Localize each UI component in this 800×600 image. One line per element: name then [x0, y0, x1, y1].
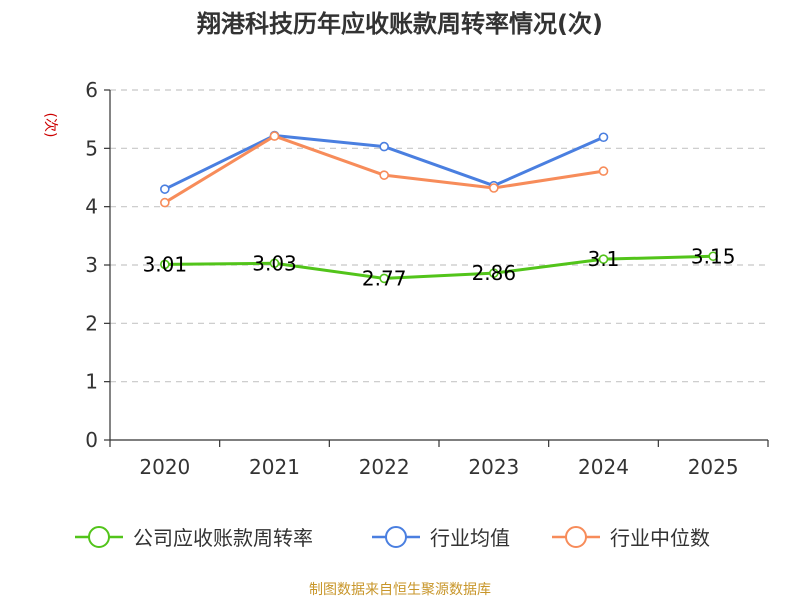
- x-tick-label: 2020: [139, 455, 190, 479]
- legend-marker: [565, 526, 587, 548]
- legend-item-1[interactable]: 行业均值: [372, 526, 510, 550]
- series-line: [164, 254, 714, 280]
- series-0: [160, 251, 718, 284]
- data-label: 3.01: [143, 252, 188, 276]
- data-labels: 3.01 3.03 2.77 2.86 3.1 3.15: [143, 244, 736, 290]
- series-1: [160, 130, 609, 194]
- x-tick-label: 2023: [468, 455, 519, 479]
- series: [160, 130, 718, 284]
- legend-marker: [88, 526, 110, 548]
- legend-item-2[interactable]: 行业中位数: [552, 526, 710, 550]
- y-tick-label: 5: [85, 136, 98, 160]
- data-label: 2.77: [362, 266, 407, 290]
- y-axis-label: (次): [42, 113, 58, 138]
- x-tick-label: 2022: [359, 455, 410, 479]
- x-tick-label: 2024: [578, 455, 629, 479]
- data-point: [489, 183, 499, 193]
- data-point: [379, 273, 389, 284]
- data-point: [708, 251, 718, 262]
- data-point: [379, 141, 389, 152]
- source-note: 制图数据来自恒生聚源数据库: [309, 582, 491, 598]
- x-tick-label: 2021: [249, 455, 300, 479]
- data-point: [489, 268, 499, 278]
- data-point: [379, 170, 389, 180]
- chart-title: 翔港科技历年应收账款周转率情况(次): [197, 10, 603, 38]
- data-label: 3.03: [252, 251, 297, 275]
- legend-label: 行业均值: [430, 526, 510, 550]
- y-tick-label: 4: [85, 195, 98, 219]
- data-point: [269, 258, 280, 269]
- y-tick-label: 6: [85, 78, 98, 102]
- x-tick-label: 2025: [688, 455, 739, 479]
- data-point: [269, 131, 280, 141]
- data-label: 3.1: [588, 247, 620, 271]
- data-point: [160, 259, 170, 270]
- legend-marker: [385, 526, 407, 548]
- axes: 0 1 2 3 4 5 6 2020 2021 2022 2023 2024 2025: [85, 78, 769, 479]
- y-tick-label: 3: [85, 253, 98, 277]
- legend-item-0[interactable]: 公司应收账款周转率: [75, 526, 313, 550]
- y-tick-label: 1: [85, 370, 98, 394]
- y-tick-label: 2: [85, 311, 98, 335]
- data-label: 2.86: [472, 261, 517, 285]
- grid: [110, 89, 768, 383]
- data-point: [598, 166, 609, 176]
- series-2: [160, 131, 609, 208]
- data-point: [598, 132, 609, 143]
- data-label: 3.15: [691, 244, 736, 268]
- data-point: [598, 254, 609, 264]
- data-point: [160, 184, 170, 194]
- legend-label: 公司应收账款周转率: [133, 526, 313, 550]
- y-tick-label: 0: [85, 428, 98, 452]
- legend[interactable]: 公司应收账款周转率 行业均值 行业中位数: [75, 526, 710, 550]
- legend-label: 行业中位数: [610, 526, 710, 550]
- data-point: [160, 197, 170, 208]
